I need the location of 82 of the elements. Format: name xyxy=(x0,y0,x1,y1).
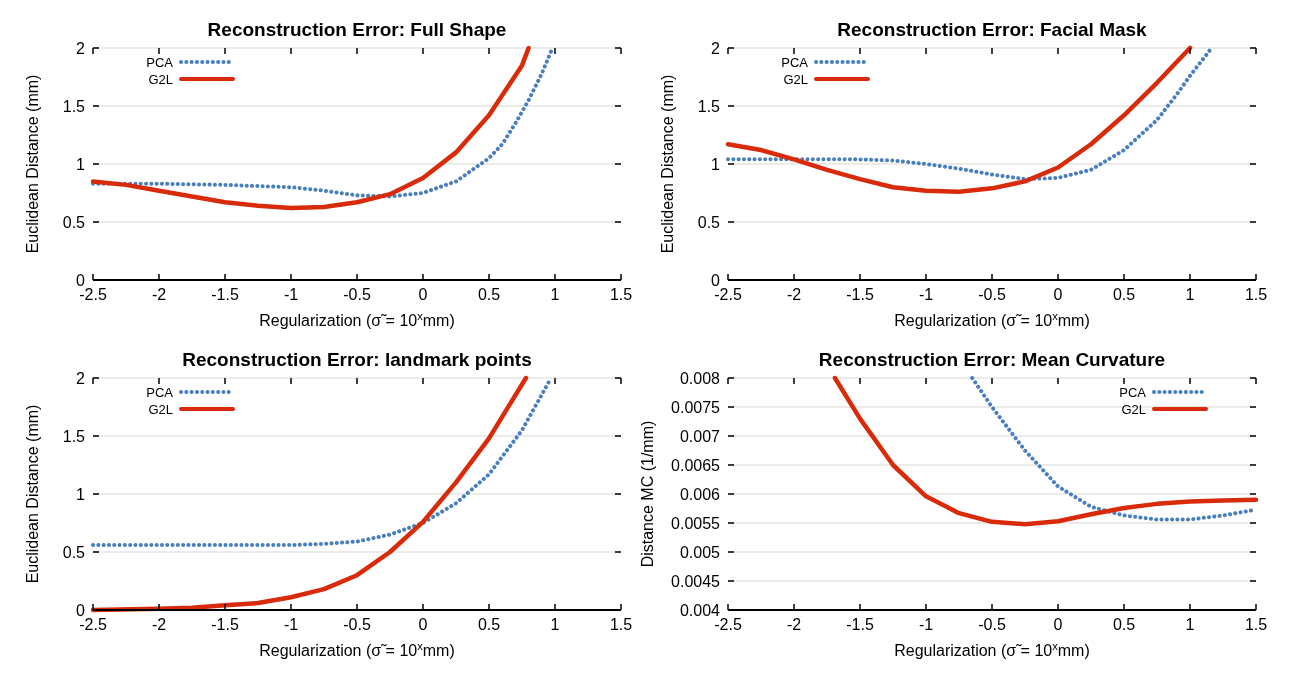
x-tick-label: -1.5 xyxy=(846,286,874,303)
y-tick-label: 1.5 xyxy=(62,427,86,445)
y-tick-label: 1 xyxy=(76,485,86,503)
y-tick-label: 1.5 xyxy=(62,97,86,115)
x-axis-title: Regularization (σ̃ = 10$^{x}$mm) xyxy=(894,310,1090,329)
x-tick-label: 1.5 xyxy=(1244,286,1268,303)
y-tick-label: 0 xyxy=(76,601,86,619)
x-tick-label: 0 xyxy=(418,616,428,633)
chart-title: Reconstruction Error: Full Shape xyxy=(207,19,507,40)
x-tick-label: 0.5 xyxy=(477,616,501,633)
x-tick-label: -0.5 xyxy=(978,286,1006,303)
y-tick-label: 1.5 xyxy=(697,97,721,115)
x-tick-label: -2 xyxy=(151,286,167,303)
y-tick-label: 0.0065 xyxy=(671,456,721,474)
x-tick-label: -0.5 xyxy=(343,616,371,633)
x-tick-label: 0.5 xyxy=(1112,286,1136,303)
x-tick-label: 1.5 xyxy=(609,286,633,303)
x-tick-label: -2.5 xyxy=(79,616,107,633)
x-tick-label: 0.5 xyxy=(477,286,501,303)
x-axis-title: Regularization (σ̃ = 10$^{x}$mm) xyxy=(259,310,455,329)
legend-label: PCA xyxy=(146,54,174,70)
y-tick-label: 0.008 xyxy=(679,369,721,387)
y-tick-label: 2 xyxy=(76,39,86,57)
legend-label: G2L xyxy=(783,71,808,87)
y-tick-label: 0.007 xyxy=(679,427,721,445)
y-tick-label: 0.006 xyxy=(679,485,721,503)
x-tick-label: -1.5 xyxy=(211,286,239,303)
x-axis-title: Regularization (σ̃ = 10$^{x}$mm) xyxy=(259,640,455,659)
x-tick-label: 1 xyxy=(550,616,560,633)
y-tick-label: 0.0055 xyxy=(671,514,721,532)
legend-label: G2L xyxy=(148,401,173,417)
x-tick-label: -1.5 xyxy=(846,616,874,633)
legend-label: G2L xyxy=(1121,401,1146,417)
x-tick-label: -2.5 xyxy=(79,286,107,303)
x-tick-label: -0.5 xyxy=(978,616,1006,633)
legend-label: PCA xyxy=(1119,384,1147,400)
x-tick-label: 0 xyxy=(418,286,428,303)
y-axis-title: Euclidean Distance (mm) xyxy=(659,74,676,254)
y-tick-label: 0.005 xyxy=(679,543,721,561)
y-tick-label: 0 xyxy=(711,271,721,289)
chart-title: Reconstruction Error: Facial Mask xyxy=(837,19,1148,40)
x-tick-label: 0 xyxy=(1053,286,1063,303)
y-tick-label: 0.0075 xyxy=(671,398,721,416)
line-series xyxy=(832,375,1259,527)
y-tick-label: 2 xyxy=(711,39,721,57)
x-tick-label: -1 xyxy=(918,616,934,633)
x-tick-label: -1 xyxy=(283,286,299,303)
line-series xyxy=(90,375,529,613)
x-tick-label: 0 xyxy=(1053,616,1063,633)
y-tick-label: 0.004 xyxy=(679,601,721,619)
x-tick-label: 1 xyxy=(1185,616,1195,633)
y-tick-label: 0.5 xyxy=(697,213,721,231)
legend-label: G2L xyxy=(148,71,173,87)
legend-label: PCA xyxy=(146,384,174,400)
y-axis-title: Euclidean Distance (mm) xyxy=(24,404,41,584)
x-tick-label: 1 xyxy=(550,286,560,303)
chart-title: Reconstruction Error: landmark points xyxy=(182,349,532,370)
x-tick-label: -2 xyxy=(151,616,167,633)
y-axis-title: Distance MC (1/mm) xyxy=(639,420,656,568)
y-tick-label: 0.0045 xyxy=(671,572,721,590)
chart-title: Reconstruction Error: Mean Curvature xyxy=(818,349,1166,370)
y-tick-label: 0 xyxy=(76,271,86,289)
x-tick-label: -2.5 xyxy=(714,616,742,633)
y-tick-label: 0.5 xyxy=(62,543,86,561)
legend-label: PCA xyxy=(781,54,809,70)
y-tick-label: 1 xyxy=(711,155,721,173)
x-tick-label: -2 xyxy=(786,616,802,633)
x-tick-label: 1.5 xyxy=(1244,616,1268,633)
x-tick-label: -1 xyxy=(283,616,299,633)
x-tick-label: -1 xyxy=(918,286,934,303)
y-tick-label: 1 xyxy=(76,155,86,173)
y-axis-title: Euclidean Distance (mm) xyxy=(24,74,41,254)
x-tick-label: -1.5 xyxy=(211,616,239,633)
y-tick-label: 0.5 xyxy=(62,213,86,231)
x-axis-title: Regularization (σ̃ = 10$^{x}$mm) xyxy=(894,640,1090,659)
x-tick-label: -2.5 xyxy=(714,286,742,303)
x-tick-label: -2 xyxy=(786,286,802,303)
x-tick-label: 1.5 xyxy=(609,616,633,633)
x-tick-label: -0.5 xyxy=(343,286,371,303)
y-tick-label: 2 xyxy=(76,369,86,387)
x-tick-label: 1 xyxy=(1185,286,1195,303)
x-tick-label: 0.5 xyxy=(1112,616,1136,633)
